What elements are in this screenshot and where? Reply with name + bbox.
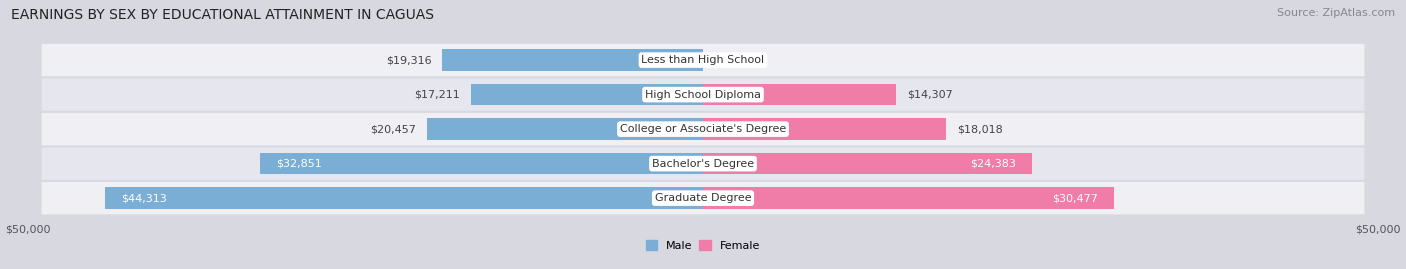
FancyBboxPatch shape [42,44,1364,76]
Text: $44,313: $44,313 [121,193,167,203]
Text: Less than High School: Less than High School [641,55,765,65]
Text: $24,383: $24,383 [970,159,1017,169]
Bar [427,118,703,140]
Text: $19,316: $19,316 [385,55,432,65]
Text: Source: ZipAtlas.com: Source: ZipAtlas.com [1277,8,1395,18]
Bar [703,118,946,140]
Legend: Male, Female: Male, Female [641,236,765,255]
Text: Bachelor's Degree: Bachelor's Degree [652,159,754,169]
Bar [471,84,703,105]
Bar [703,187,1115,209]
FancyBboxPatch shape [42,113,1364,145]
Bar [703,84,896,105]
Bar [105,187,703,209]
Text: $0: $0 [714,55,728,65]
Text: $20,457: $20,457 [370,124,416,134]
Text: $18,018: $18,018 [957,124,1002,134]
Text: $32,851: $32,851 [276,159,322,169]
Text: High School Diploma: High School Diploma [645,90,761,100]
Bar [703,153,1032,174]
Text: Graduate Degree: Graduate Degree [655,193,751,203]
Bar [443,49,703,71]
Text: $30,477: $30,477 [1052,193,1098,203]
Text: $14,307: $14,307 [907,90,953,100]
Text: EARNINGS BY SEX BY EDUCATIONAL ATTAINMENT IN CAGUAS: EARNINGS BY SEX BY EDUCATIONAL ATTAINMEN… [11,8,434,22]
FancyBboxPatch shape [42,78,1364,111]
Text: College or Associate's Degree: College or Associate's Degree [620,124,786,134]
Bar [260,153,703,174]
FancyBboxPatch shape [42,147,1364,180]
Text: $17,211: $17,211 [415,90,460,100]
FancyBboxPatch shape [42,182,1364,214]
